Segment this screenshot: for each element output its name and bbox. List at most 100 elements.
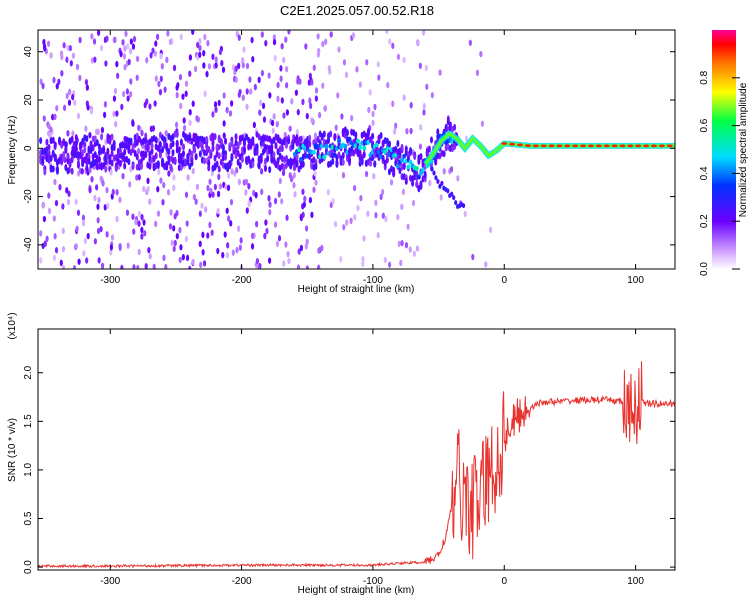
spectrogram-noise-cell — [214, 106, 218, 113]
spectrogram-noise-cell — [154, 220, 158, 228]
spectrogram-noise-cell — [140, 226, 144, 234]
spectrogram-noise-cell — [365, 59, 369, 66]
spectrogram-noise-cell — [366, 210, 370, 217]
spectrogram-noise-cell — [389, 179, 394, 186]
spectrogram-band-cell — [104, 165, 108, 173]
spectrogram-noise-cell — [159, 75, 163, 83]
spectrogram-noise-cell — [194, 198, 198, 205]
spectrogram-noise-cell — [230, 168, 234, 175]
spectrogram-noise-cell — [231, 64, 236, 71]
spectrogram-noise-cell — [227, 215, 231, 222]
spectrogram-noise-cell — [77, 258, 81, 265]
spectrogram-band-cell — [165, 142, 169, 150]
spectrogram-noise-cell — [287, 257, 291, 265]
spectrogram-noise-cell — [236, 225, 241, 232]
spectrogram-noise-cell — [129, 47, 133, 55]
spectrogram-peak-cell — [540, 144, 547, 148]
spectrogram-noise-cell — [406, 223, 410, 230]
spectrogram-noise-cell — [97, 30, 101, 36]
spectrogram-noise-cell — [312, 64, 316, 71]
spectrogram-ridge-cell — [324, 144, 329, 150]
spectrogram-noise-cell — [90, 57, 94, 64]
spectrogram-noise-cell — [201, 231, 205, 239]
spectrogram-band-cell — [400, 143, 404, 151]
spectrogram-noise-cell — [193, 65, 198, 73]
spectrogram-noise-cell — [157, 168, 161, 176]
spectrogram-band-cell — [211, 144, 215, 152]
spectrogram-noise-cell — [74, 198, 78, 206]
spectrogram-noise-cell — [352, 184, 357, 192]
spectrogram-noise-cell — [54, 247, 59, 254]
spectrogram-noise-cell — [188, 70, 192, 77]
spectrogram-noise-cell — [245, 103, 249, 110]
spectrogram-noise-cell — [110, 234, 115, 241]
spectrogram-noise-cell — [239, 237, 243, 244]
spectrogram-band-cell — [188, 134, 192, 142]
spectrogram-band-cell — [70, 156, 74, 164]
spectrogram-noise-cell — [308, 196, 313, 204]
spectrogram-noise-cell — [185, 220, 189, 227]
spectrogram-noise-cell — [156, 210, 161, 217]
spectrogram-noise-cell — [408, 246, 412, 253]
spectrogram-band-cell — [217, 165, 221, 173]
spectrogram-band-cell — [272, 151, 276, 159]
spectrogram-noise-cell — [208, 178, 212, 185]
spectrogram-noise-cell — [418, 62, 422, 69]
spectrogram-noise-cell — [245, 88, 249, 95]
spectrogram-noise-cell — [169, 209, 173, 216]
spectrogram-noise-cell — [305, 112, 309, 120]
spectrogram-noise-cell — [253, 83, 257, 91]
spectrogram-noise-cell — [259, 99, 263, 107]
colorbar-gradient — [712, 30, 736, 269]
spectrogram-band-cell — [280, 145, 284, 153]
spectrogram-noise-cell — [198, 51, 202, 58]
spectrogram-noise-cell — [93, 238, 97, 245]
spectrogram-peak-cell — [595, 144, 602, 148]
spectrogram-noise-cell — [59, 259, 63, 267]
spectrogram-noise-cell — [76, 209, 81, 216]
spectrogram-band-cell — [62, 154, 66, 162]
spectrogram-noise-cell — [166, 30, 170, 37]
spectrogram-noise-cell — [109, 249, 113, 256]
spectrogram-noise-cell — [62, 104, 67, 112]
spectrogram-noise-cell — [368, 89, 372, 96]
spectrogram-noise-cell — [463, 210, 467, 218]
spectrogram-noise-cell — [222, 132, 226, 139]
spectrogram-noise-cell — [213, 101, 218, 108]
spectrogram-noise-cell — [121, 172, 125, 180]
spectrogram-noise-cell — [184, 191, 189, 198]
spectrogram-noise-cell — [105, 186, 109, 194]
spectrogram-noise-cell — [292, 182, 296, 189]
spectrogram-band-cell — [272, 136, 276, 144]
spectrogram-noise-cell — [57, 78, 61, 85]
colorbar-tick-label: 0.8 — [699, 70, 710, 84]
spectrogram-peak-cell — [517, 143, 524, 147]
y-tick-label: 1.5 — [23, 414, 34, 428]
snr-plot-area — [38, 329, 675, 570]
y-tick-label: 20 — [23, 94, 34, 106]
spectrogram-noise-cell — [279, 75, 283, 82]
spectrogram-noise-cell — [235, 246, 239, 254]
spectrogram-band-cell — [215, 143, 219, 151]
spectrogram-noise-cell — [222, 92, 226, 99]
spectrogram-band-cell — [79, 141, 83, 149]
spectrogram-ridge-cell — [343, 143, 348, 149]
spectrogram-noise-cell — [61, 245, 66, 253]
spectrogram-noise-cell — [99, 175, 103, 182]
spectrogram-noise-cell — [136, 264, 140, 269]
spectrogram-noise-cell — [264, 40, 268, 47]
spectrogram-noise-cell — [373, 103, 377, 111]
spectrogram-noise-cell — [313, 132, 318, 139]
spectrogram-noise-cell — [148, 198, 152, 205]
spectrogram-band-cell — [419, 182, 423, 190]
spectrogram-noise-cell — [128, 181, 132, 188]
spectrogram-noise-cell — [356, 204, 360, 212]
spectrogram-peak-cell — [658, 144, 665, 148]
spectrogram-noise-cell — [464, 135, 469, 142]
spectrogram-noise-cell — [175, 232, 179, 240]
spectrogram-band-cell — [362, 151, 366, 159]
spectrogram-noise-cell — [97, 257, 101, 264]
spectrogram-ridge-cell — [355, 138, 360, 144]
spectrogram-band-cell — [263, 164, 267, 172]
